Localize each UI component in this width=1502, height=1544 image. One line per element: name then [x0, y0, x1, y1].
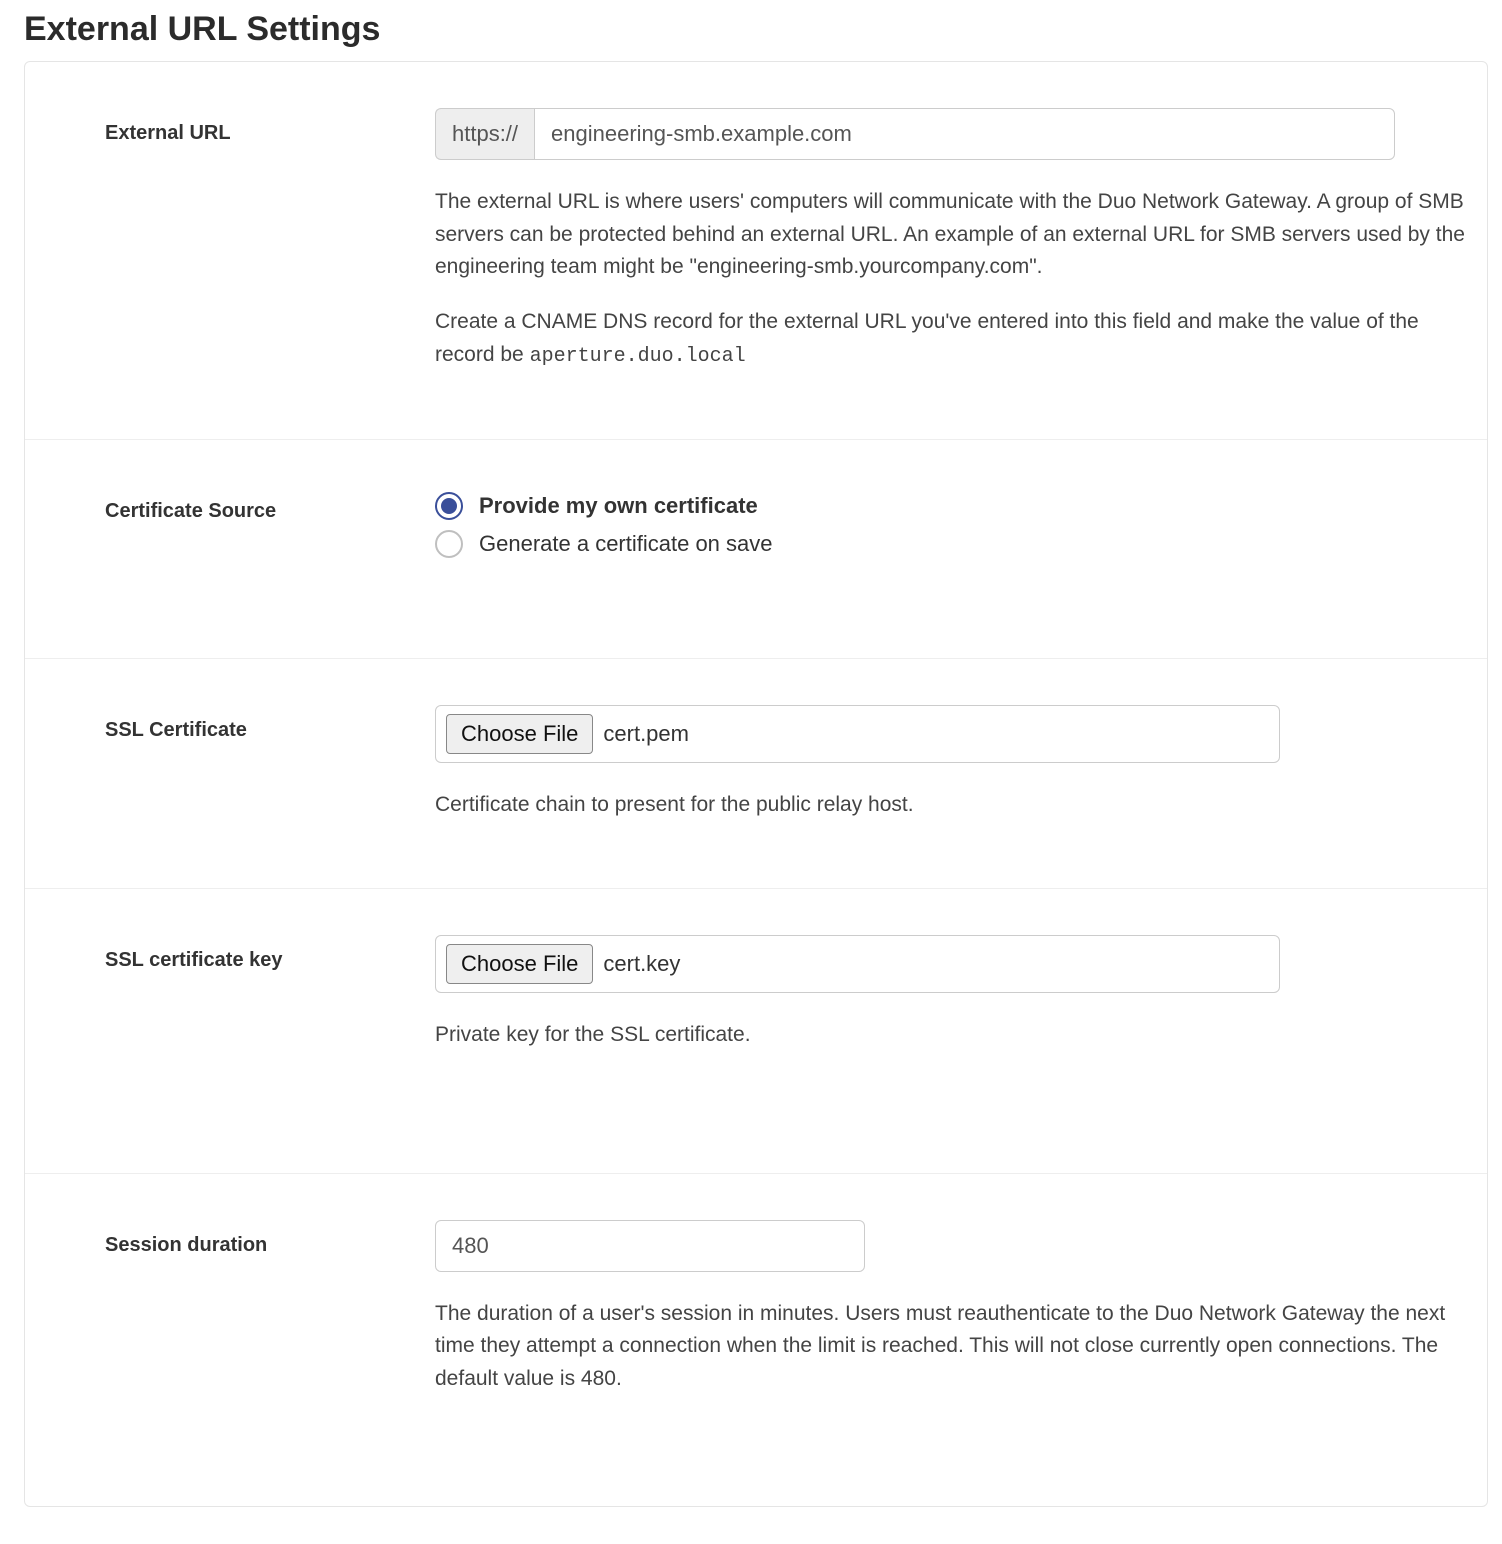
ssl-certificate-key-help: Private key for the SSL certificate.	[435, 1019, 1477, 1052]
ssl-certificate-key-filename: cert.key	[603, 951, 680, 977]
row-certificate-source: Certificate Source Provide my own certif…	[25, 439, 1487, 658]
radio-label-generate-cert: Generate a certificate on save	[479, 531, 773, 557]
radio-option-generate-cert[interactable]: Generate a certificate on save	[435, 530, 1477, 558]
session-duration-help: The duration of a user's session in minu…	[435, 1298, 1477, 1396]
ssl-certificate-key-label: SSL certificate key	[25, 935, 435, 1073]
certificate-source-label: Certificate Source	[25, 486, 435, 568]
external-url-label: External URL	[25, 108, 435, 393]
choose-file-button[interactable]: Choose File	[446, 714, 593, 754]
row-external-url: External URL https:// The external URL i…	[25, 62, 1487, 439]
external-url-input-group: https://	[435, 108, 1395, 160]
external-url-help-1: The external URL is where users' compute…	[435, 186, 1477, 284]
row-ssl-certificate-key: SSL certificate key Choose File cert.key…	[25, 888, 1487, 1173]
cname-record-value: aperture.duo.local	[530, 345, 746, 368]
radio-label-own-cert: Provide my own certificate	[479, 493, 758, 519]
choose-file-button[interactable]: Choose File	[446, 944, 593, 984]
radio-icon	[435, 530, 463, 558]
ssl-certificate-filename: cert.pem	[603, 721, 689, 747]
ssl-certificate-key-file-input[interactable]: Choose File cert.key	[435, 935, 1280, 993]
settings-panel: External URL https:// The external URL i…	[24, 61, 1488, 1507]
session-duration-label: Session duration	[25, 1220, 435, 1417]
row-ssl-certificate: SSL Certificate Choose File cert.pem Cer…	[25, 658, 1487, 889]
radio-icon	[435, 492, 463, 520]
row-session-duration: Session duration The duration of a user'…	[25, 1173, 1487, 1507]
ssl-certificate-help: Certificate chain to present for the pub…	[435, 789, 1477, 822]
ssl-certificate-label: SSL Certificate	[25, 705, 435, 843]
session-duration-input[interactable]	[435, 1220, 865, 1272]
url-scheme-prefix: https://	[435, 108, 534, 160]
ssl-certificate-file-input[interactable]: Choose File cert.pem	[435, 705, 1280, 763]
external-url-input[interactable]	[534, 108, 1395, 160]
external-url-help-2: Create a CNAME DNS record for the extern…	[435, 306, 1477, 372]
section-title: External URL Settings	[24, 10, 1488, 49]
radio-option-own-cert[interactable]: Provide my own certificate	[435, 492, 1477, 520]
